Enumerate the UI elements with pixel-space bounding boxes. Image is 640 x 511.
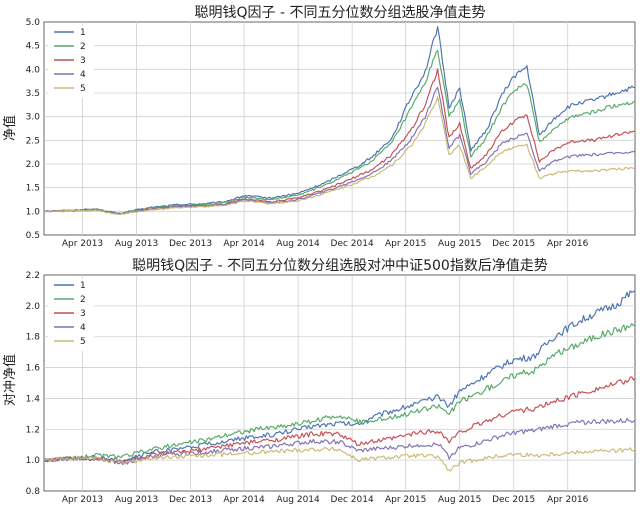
series-line-1	[43, 289, 636, 463]
x-tick-label: Apr 2016	[547, 495, 589, 505]
chart-title: 聪明钱Q因子 - 不同五分位数分组选股对冲中证500指数后净值走势	[132, 258, 548, 274]
x-tick-label: Dec 2014	[331, 239, 374, 249]
series-line-4	[43, 417, 636, 466]
x-tick-label: Aug 2015	[438, 239, 481, 249]
legend-label-2: 2	[80, 42, 86, 52]
x-tick-label: Dec 2013	[169, 495, 212, 505]
chart-hedged-nav: 聪明钱Q因子 - 不同五分位数分组选股对冲中证500指数后净值走势 对冲净值 A…	[2, 258, 636, 505]
y-tick-label: 2.5	[26, 136, 40, 146]
chart-title: 聪明钱Q因子 - 不同五分位数分组选股净值走势	[195, 5, 486, 21]
x-tick-label: Aug 2015	[438, 495, 481, 505]
x-tick-label: Apr 2016	[547, 239, 589, 249]
y-axis-label: 净值	[2, 115, 18, 141]
y-tick-label: 1.0	[26, 207, 41, 217]
y-ticks: 0.8 1.0 1.2 1.4 1.6 1.8 2.0 2.2	[26, 271, 41, 497]
legend-label-4: 4	[80, 70, 86, 80]
chart-nav: 聪明钱Q因子 - 不同五分位数分组选股净值走势 净值 Apr 2013 Aug 2…	[2, 5, 636, 249]
legend-label-4: 4	[80, 323, 86, 333]
y-tick-label: 0.8	[26, 487, 41, 497]
x-tick-label: Apr 2015	[385, 495, 426, 505]
series-lines	[43, 26, 636, 216]
y-tick-label: 5.0	[26, 18, 41, 28]
series-line-2	[43, 323, 636, 463]
y-tick-label: 2.0	[26, 302, 41, 312]
y-tick-label: 1.6	[26, 364, 41, 374]
series-line-5	[44, 96, 636, 216]
y-tick-label: 1.2	[26, 425, 40, 435]
legend: 1 2 3 4 5	[48, 279, 94, 351]
series-lines	[43, 289, 636, 472]
legend-label-5: 5	[80, 337, 86, 347]
x-tick-label: Aug 2013	[115, 495, 158, 505]
x-tick-label: Dec 2015	[492, 239, 535, 249]
x-tick-label: Apr 2014	[223, 239, 265, 249]
y-ticks: 0.5 1.0 1.5 2.0 2.5 3.0 3.5 4.0 4.5 5.0	[26, 18, 41, 241]
y-tick-label: 1.8	[26, 333, 41, 343]
x-tick-label: Dec 2015	[492, 495, 535, 505]
x-tick-label: Apr 2015	[385, 239, 426, 249]
legend-box	[48, 26, 94, 98]
y-tick-label: 1.5	[26, 184, 40, 194]
y-tick-label: 3.0	[26, 113, 41, 123]
legend-label-1: 1	[80, 281, 86, 291]
x-tick-label: Dec 2013	[169, 239, 212, 249]
grid	[44, 275, 635, 491]
legend-label-3: 3	[80, 56, 86, 66]
y-tick-label: 3.5	[26, 89, 40, 99]
x-tick-label: Apr 2014	[223, 495, 265, 505]
legend-label-3: 3	[80, 309, 86, 319]
series-line-5	[43, 446, 636, 472]
legend-label-5: 5	[80, 84, 86, 94]
y-tick-label: 1.4	[26, 394, 41, 404]
legend-label-1: 1	[80, 28, 86, 38]
legend-label-2: 2	[80, 295, 86, 305]
x-tick-label: Aug 2013	[115, 239, 158, 249]
y-tick-label: 4.5	[26, 42, 40, 52]
legend-box	[48, 279, 94, 351]
series-line-2	[43, 49, 636, 215]
series-line-1	[43, 26, 636, 215]
x-tick-label: Apr 2013	[62, 239, 103, 249]
y-tick-label: 2.2	[26, 271, 40, 281]
x-tick-label: Dec 2014	[331, 495, 374, 505]
y-tick-label: 1.0	[26, 456, 41, 466]
legend: 1 2 3 4 5	[48, 26, 94, 98]
x-tick-label: Aug 2014	[276, 495, 320, 505]
y-tick-label: 4.0	[26, 65, 41, 75]
y-tick-label: 0.5	[26, 231, 40, 241]
y-axis-label: 对冲净值	[2, 354, 18, 406]
x-tick-label: Aug 2014	[276, 239, 320, 249]
x-tick-label: Apr 2013	[62, 495, 103, 505]
y-tick-label: 2.0	[26, 160, 41, 170]
series-line-4	[43, 86, 636, 216]
x-ticks: Apr 2013 Aug 2013 Dec 2013 Apr 2014 Aug 2014…	[62, 495, 589, 505]
x-ticks: Apr 2013 Aug 2013 Dec 2013 Apr 2014 Aug 2014…	[62, 239, 589, 249]
